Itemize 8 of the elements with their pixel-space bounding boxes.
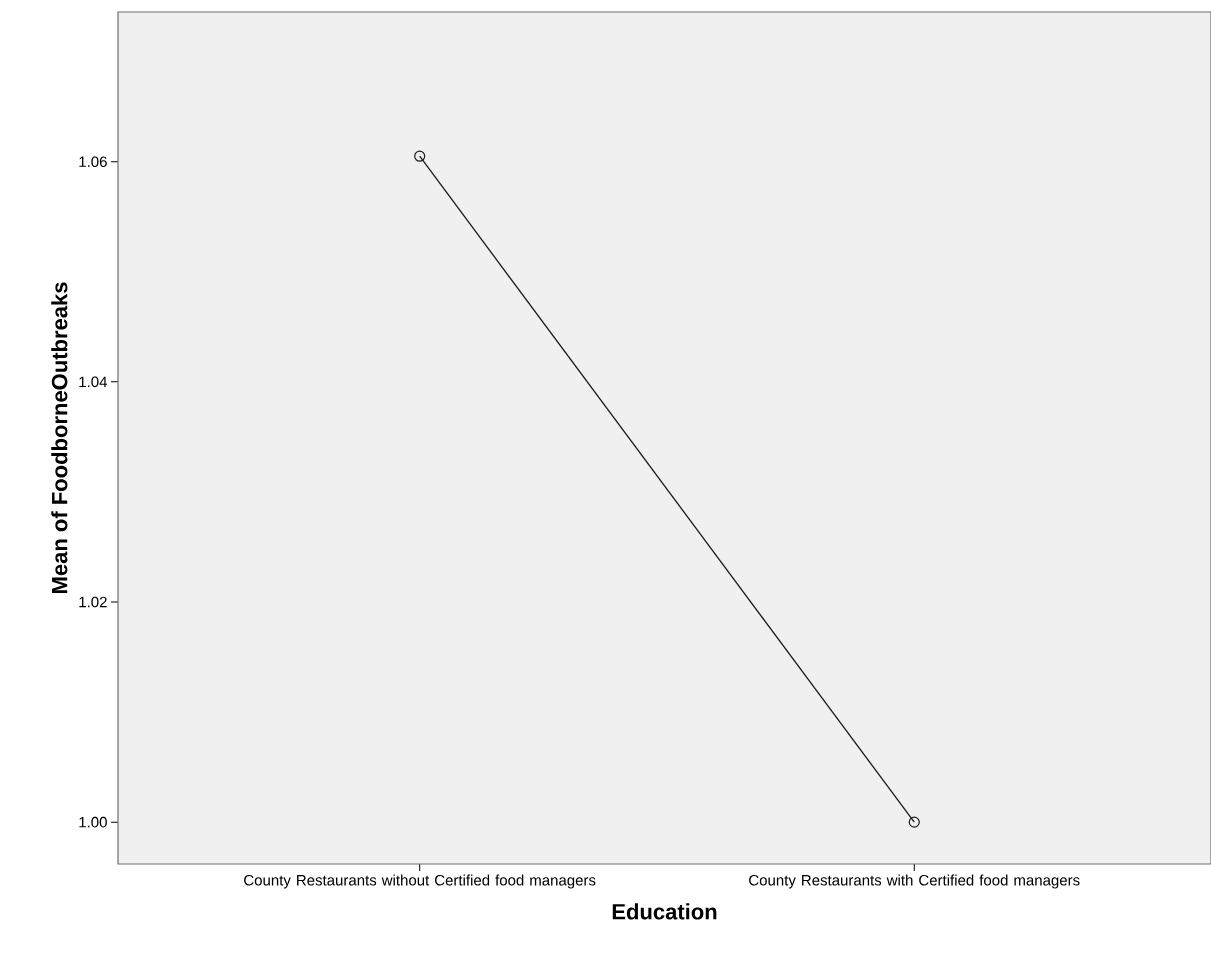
y-tick-label: 1.02 <box>79 596 107 608</box>
y-axis-title: Mean of FoodborneOutbreaks <box>51 282 68 593</box>
y-tick-label: 1.06 <box>79 156 107 167</box>
y-tick-label: 1.04 <box>79 376 108 388</box>
x-axis-title: Education <box>612 903 717 920</box>
x-tick-label: County Restaurants without Certified food managers <box>244 874 596 889</box>
y-tick-label: 1.00 <box>79 816 107 828</box>
x-tick-label: County Restaurants with Certified food managers <box>749 874 1080 889</box>
